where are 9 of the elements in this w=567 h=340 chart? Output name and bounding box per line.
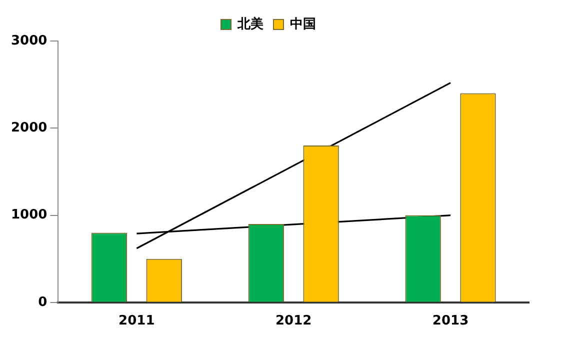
y-tick-label: 2000	[10, 120, 48, 136]
x-tick-label: 2011	[118, 314, 155, 329]
legend-label: 中国	[290, 16, 316, 32]
legend-label: 北美	[236, 16, 264, 32]
y-tick-label: 1000	[10, 208, 48, 223]
x-tick-label: 2012	[275, 314, 312, 329]
x-tick-label: 2013	[432, 314, 469, 329]
y-tick-label: 0	[38, 294, 48, 310]
y-tick-label: 3000	[10, 33, 48, 48]
